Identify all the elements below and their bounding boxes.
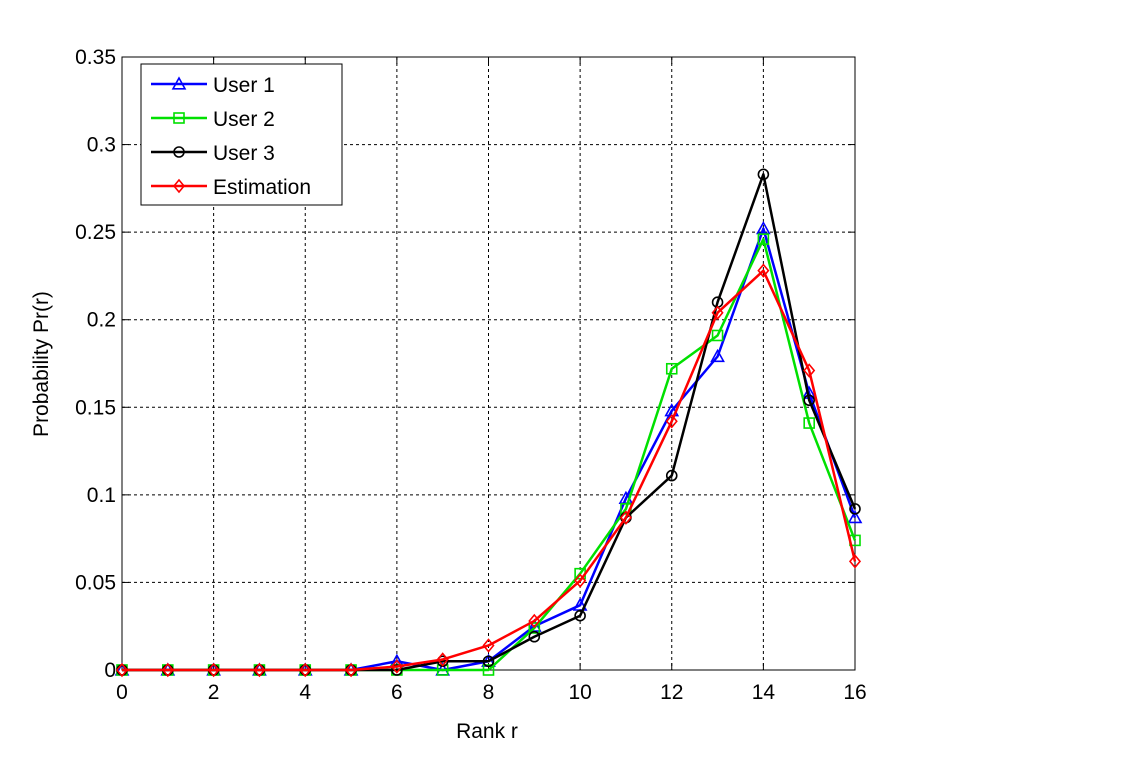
x-tick-label: 14 [752,681,776,704]
data-point [436,652,449,667]
data-point [665,414,678,429]
data-point [803,394,815,407]
legend-item-3: User 3 [151,142,275,165]
data-point [803,417,815,429]
x-tick-label: 12 [660,681,683,704]
data-point [665,469,678,482]
axis-ticks: 0 2 4 6 8 10 12 14 16 0 0.05 0.1 0.15 0.2 0.25 0.3 0.35 [75,46,867,704]
data-point [803,363,816,378]
y-tick-label: 0.05 [75,571,116,594]
data-point [711,305,724,320]
data-point [847,509,863,524]
data-point [619,510,632,525]
series-4 [115,263,862,678]
data-point [482,655,495,668]
data-point [391,664,403,676]
x-axis-label: Rank r [456,720,518,743]
data-point [253,662,266,678]
x-tick-label: 10 [568,681,591,704]
legend: User 1 User 2 User 3 Estimation [140,63,343,206]
data-point [482,664,495,676]
y-tick-label: 0.35 [75,46,116,69]
x-tick-label: 0 [116,681,128,704]
x-tick-label: 4 [299,681,311,704]
legend-item-2: User 2 [151,108,275,131]
y-tick-label: 0 [104,659,116,682]
y-tick-label: 0.15 [75,396,116,419]
legend-label: User 3 [213,142,275,165]
data-point [299,662,312,678]
x-tick-label: 8 [483,681,495,704]
data-point [757,263,770,278]
data-point [849,503,861,515]
legend-marker [173,112,185,124]
x-tick-label: 16 [843,681,866,704]
data-point [161,662,174,678]
data-point [710,348,725,363]
data-point [528,613,541,629]
data-point [207,662,220,678]
legend-marker [173,146,185,158]
legend-label: User 1 [213,74,275,97]
data-point [345,662,358,678]
legend-item-4: Estimation [151,176,311,199]
legend-marker [171,76,187,90]
legend-item-1: User 1 [151,74,275,97]
legend-marker [172,178,186,194]
data-point [757,233,770,245]
y-tick-label: 0.2 [87,309,116,332]
data-point [574,609,586,622]
legend-label: User 2 [213,108,275,131]
series-line [122,269,857,672]
data-point [848,554,862,569]
y-tick-label: 0.25 [75,221,116,244]
data-point [711,329,724,342]
y-axis-label: Probability Pr(r) [30,291,53,437]
data-point [574,573,587,588]
data-point [115,662,129,678]
x-tick-label: 6 [391,681,403,704]
data-point [665,362,678,375]
data-point [528,622,541,634]
data-point [528,630,541,643]
data-point [482,638,495,653]
y-tick-label: 0.1 [87,484,116,507]
series [114,168,863,678]
x-tick-label: 2 [208,681,220,704]
legend-label: Estimation [213,176,311,199]
data-point [757,168,770,181]
y-tick-label: 0.3 [87,134,116,157]
data-point [390,659,403,674]
